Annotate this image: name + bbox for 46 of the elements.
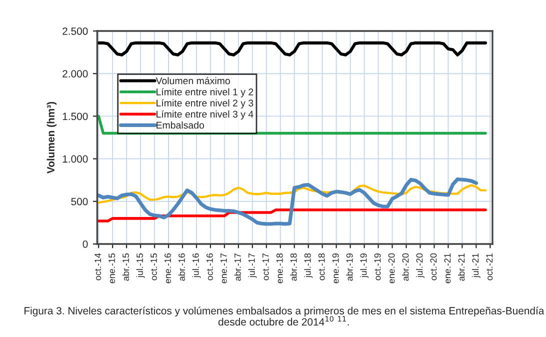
x-tick-label: ene.-19: [332, 253, 339, 284]
x-tick-label: ene.-16: [164, 253, 171, 284]
line-series: [97, 208, 487, 222]
x-tick-label: abr.-15: [122, 253, 129, 281]
x-tick-label: jul.-15: [136, 253, 145, 278]
legend-label: Límite entre nivel 3 y 4: [156, 110, 254, 120]
legend-label: Límite entre nivel 1 y 2: [156, 88, 254, 98]
x-tick-label: oct.-19: [374, 253, 381, 280]
x-tick-label: ene.-20: [388, 253, 395, 284]
x-tick-label: jul.-20: [416, 253, 424, 278]
line-series: [97, 41, 488, 56]
x-tick-label: jul.-17: [248, 253, 257, 278]
x-tick-label: jul.-19: [360, 253, 369, 278]
y-axis-title: Volumen (hm³): [46, 102, 57, 174]
line-series: [97, 184, 487, 204]
x-tick-label: ene.-21: [444, 253, 451, 284]
x-tick-label: abr.-20: [402, 253, 409, 281]
x-tick-label: abr.-19: [346, 253, 353, 281]
x-tick-label: jul.-18: [304, 253, 313, 278]
legend-label: Límite entre nivel 2 y 3: [156, 99, 254, 108]
line-series: [97, 177, 478, 226]
legend-label: Embalsado: [156, 121, 204, 129]
x-tick-label: ene.-17: [220, 253, 227, 284]
x-tick-label: ene.-18: [276, 253, 283, 284]
y-tick-label: 1.000: [62, 155, 88, 163]
y-tick-label: 2.500: [62, 28, 88, 35]
x-tick-label: oct.-18: [318, 253, 325, 280]
x-tick-label: abr.-17: [234, 253, 241, 281]
y-tick-label: 2.000: [62, 70, 88, 78]
x-tick-label: abr.-21: [458, 253, 465, 281]
x-tick-label: ene.-15: [108, 253, 115, 284]
y-tick-label: 500: [71, 198, 88, 206]
x-tick-label: jul.-21: [472, 253, 480, 278]
x-tick-label: jul.-16: [192, 253, 201, 278]
x-tick-label: oct.-16: [206, 253, 213, 280]
x-tick-label: abr.-18: [290, 253, 297, 281]
x-tick-label: oct.-17: [262, 253, 269, 280]
x-tick-label: oct.-15: [150, 253, 157, 280]
y-tick-label: 0: [82, 240, 88, 248]
y-tick-label: 1.500: [62, 112, 88, 120]
x-tick-label: oct.-20: [430, 253, 437, 280]
legend-label: Volumen máximo: [156, 77, 230, 84]
x-tick-label: oct.-21: [486, 253, 493, 280]
x-tick-label: abr.-16: [178, 253, 185, 281]
x-tick-label: oct.-14: [94, 253, 102, 280]
text: Figura 3. Niveles característicos y volúmenes embalsados a primeros de mes en el sistema Entrepeñas-Buendía desde octubre de 2014$^{10 11}$.: [24, 306, 544, 326]
